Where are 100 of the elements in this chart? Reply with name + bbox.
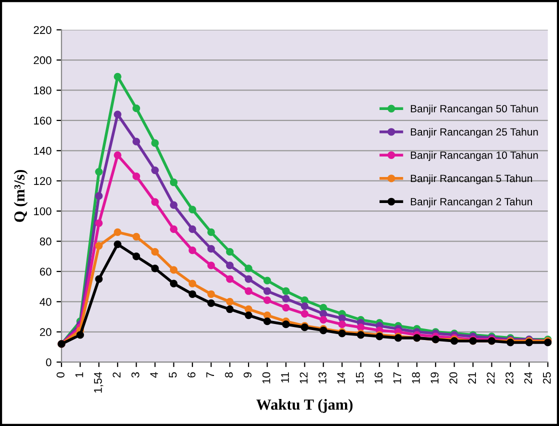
point: [338, 320, 346, 328]
point: [207, 262, 215, 270]
x-tick-label: 4: [150, 372, 158, 378]
x-tick-label: 11: [281, 372, 289, 383]
point: [320, 310, 328, 318]
point: [151, 198, 159, 206]
y-tick-label: 100: [34, 207, 52, 216]
x-tick-label: 25: [542, 372, 551, 384]
point: [151, 248, 159, 256]
point: [320, 304, 328, 312]
x-tick-label: 9: [244, 372, 252, 378]
point: [95, 219, 103, 227]
point: [207, 299, 215, 308]
y-tick-label: 220: [34, 26, 52, 34]
y-tick-label: 20: [40, 328, 52, 336]
x-tick-label: 6: [188, 372, 196, 378]
point: [300, 296, 308, 304]
y-tick-label: 80: [40, 238, 52, 246]
y-tick-label: 40: [40, 298, 52, 306]
point: [320, 316, 328, 324]
x-tick-label: 17: [393, 372, 402, 384]
point: [188, 290, 196, 298]
point: [263, 287, 272, 295]
point: [226, 275, 234, 283]
point: [188, 280, 196, 288]
point: [263, 311, 272, 320]
point: [226, 262, 234, 270]
point: [263, 318, 272, 326]
x-tick-label: 13: [318, 372, 326, 384]
x-tick-label: 21: [468, 372, 476, 384]
point: [244, 287, 252, 295]
point: [114, 228, 122, 236]
point: [114, 240, 122, 248]
y-tick-label: 60: [40, 268, 52, 276]
point: [244, 275, 252, 283]
point: [170, 225, 178, 234]
point: [132, 138, 140, 146]
x-axis-title: Waktu T (jam): [256, 399, 353, 413]
x-tick-label: 19: [430, 372, 439, 384]
x-tick-label: 22: [486, 372, 495, 384]
x-tick-label: 24: [524, 372, 532, 384]
point: [151, 139, 159, 147]
point: [132, 252, 140, 260]
legend-label: Banjir Rancangan 2 Tahun: [410, 198, 532, 208]
point: [282, 304, 290, 312]
point: [263, 276, 272, 284]
point: [151, 166, 159, 174]
x-tick-label: 8: [224, 372, 233, 378]
y-tick-label: 200: [34, 56, 52, 64]
point: [338, 314, 346, 322]
point: [76, 331, 84, 339]
point: [282, 294, 290, 302]
x-tick-label: 12: [300, 372, 308, 384]
point: [263, 296, 272, 304]
point: [170, 266, 178, 274]
legend-label: Banjir Rancangan 25 Tahun: [410, 128, 538, 138]
legend-label: Banjir Rancangan 50 Tahun: [410, 104, 538, 114]
point: [226, 305, 234, 314]
x-tick-label: 5: [168, 372, 177, 378]
point: [114, 110, 122, 118]
y-axis-title: Q (m³/s): [14, 170, 28, 222]
point: [132, 104, 140, 112]
point: [188, 246, 196, 254]
point: [244, 311, 252, 320]
point: [244, 264, 252, 272]
point: [95, 242, 103, 250]
x-tick-label: 14: [337, 372, 345, 384]
point: [188, 206, 196, 214]
x-tick-label: 3: [131, 372, 140, 378]
x-tick-label: 7: [206, 372, 214, 378]
point: [132, 172, 140, 180]
point: [95, 275, 103, 283]
point: [207, 290, 215, 298]
x-tick-label: 20: [449, 372, 458, 384]
point: [356, 324, 365, 332]
point: [207, 228, 215, 236]
point: [95, 168, 103, 176]
point: [244, 305, 252, 314]
y-tick-label: 160: [34, 116, 52, 125]
y-tick-label: 140: [34, 146, 52, 155]
x-tick-label: 16: [374, 372, 382, 384]
x-tick-label: 0: [56, 372, 64, 378]
point: [282, 287, 290, 295]
point: [95, 192, 103, 200]
point: [170, 201, 178, 209]
point: [151, 264, 159, 272]
point: [188, 225, 196, 234]
point: [207, 245, 215, 253]
x-tick-label: 23: [506, 372, 514, 384]
point: [226, 298, 234, 306]
legend-label: Banjir Rancangan 5 Tahun: [410, 174, 532, 184]
point: [114, 151, 122, 159]
y-tick-label: 120: [34, 177, 52, 185]
x-tick-label: 2: [112, 372, 120, 378]
x-tick-label: 18: [412, 372, 420, 384]
point: [300, 310, 308, 318]
x-tick-label: 1: [75, 372, 84, 378]
point: [282, 320, 290, 328]
x-tick-label: 15: [356, 372, 364, 384]
y-tick-label: 0: [46, 358, 52, 366]
